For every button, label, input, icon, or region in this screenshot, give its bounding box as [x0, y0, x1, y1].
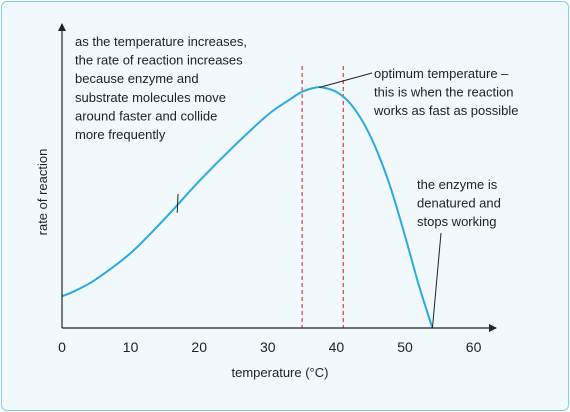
rate-curve: [61, 85, 434, 329]
annotation-optimum: optimum temperature – this is when the re…: [373, 66, 519, 118]
annotation-leader-optimum: [319, 72, 373, 89]
annotation-line: around faster and collide: [75, 108, 217, 123]
annotation-leader-rise: [176, 193, 179, 213]
annotation-line: as the temperature increases,: [75, 34, 247, 49]
annotation-line: denatured and: [417, 196, 501, 211]
annotation-line: more frequently: [75, 127, 166, 142]
x-tick-label: 30: [260, 339, 276, 355]
y-axis-title: rate of reaction: [35, 149, 50, 236]
x-tick-label: 10: [123, 339, 139, 355]
x-tick-label: 50: [397, 339, 413, 355]
annotation-line: substrate molecules move: [75, 90, 226, 105]
annotation-rise: as the temperature increases, the rate of…: [75, 34, 247, 142]
x-tick-label: 20: [191, 339, 207, 355]
x-axis-title: temperature (°C): [232, 365, 329, 380]
annotation-denatured: the enzyme is denatured and stops working: [417, 177, 501, 229]
annotation-line: stops working: [417, 214, 496, 229]
x-tick-label: 40: [329, 339, 345, 355]
annotation-line: optimum temperature –: [374, 66, 509, 81]
annotation-line: because enzyme and: [75, 71, 199, 86]
annotation-leader-denatured: [431, 232, 442, 329]
annotation-line: the enzyme is: [417, 177, 498, 192]
x-tick-label: 0: [58, 339, 66, 355]
annotation-line: the rate of reaction increases: [75, 53, 243, 68]
x-tick-label: 60: [466, 339, 482, 355]
annotation-line: works as fast as possible: [373, 103, 519, 118]
annotation-line: this is when the reaction: [374, 85, 513, 100]
